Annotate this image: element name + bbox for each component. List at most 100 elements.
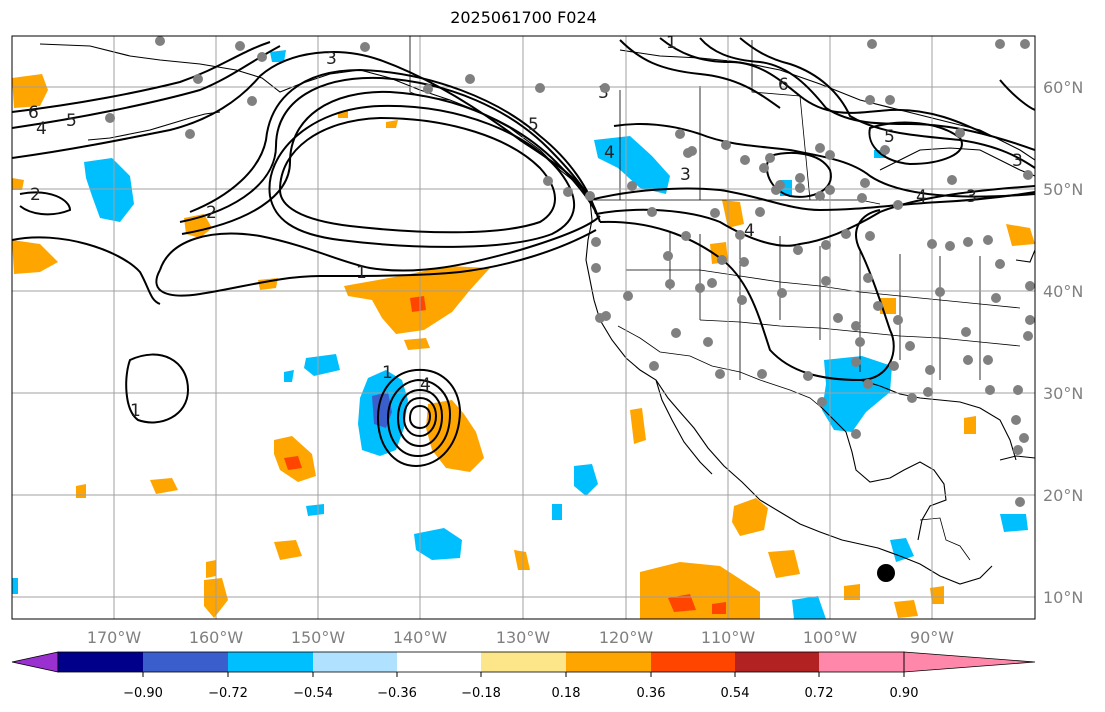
- station-marker: [675, 129, 685, 139]
- state-borders-horizontal: [626, 269, 1021, 347]
- contour-label: 5: [528, 115, 539, 135]
- shade-patch: [630, 408, 646, 444]
- hudson-bay: [879, 147, 1035, 177]
- contour-label: 3: [1012, 151, 1023, 171]
- shade-patch: [930, 586, 944, 604]
- shade-patch: [386, 120, 398, 128]
- station-marker: [423, 84, 433, 94]
- shade-patch: [274, 540, 302, 560]
- station-marker: [865, 231, 875, 241]
- lon-label: 110°W: [701, 628, 756, 647]
- station-marker: [963, 355, 973, 365]
- station-marker: [825, 185, 835, 195]
- station-marker: [771, 185, 781, 195]
- shade-patch: [270, 50, 286, 62]
- shade-patch: [12, 178, 24, 190]
- contour-line: [402, 396, 438, 438]
- contour-line: [159, 215, 601, 272]
- shade-patch: [822, 356, 892, 432]
- contour-label: 1: [382, 363, 393, 383]
- station-marker: [889, 361, 899, 371]
- map-title: 2025061700 F024: [450, 8, 597, 27]
- gulf-coast: [819, 405, 947, 541]
- lat-label: 20°N: [1043, 486, 1083, 505]
- gridlines: [12, 36, 1035, 619]
- contour-label: 1: [666, 33, 677, 53]
- station-marker: [851, 321, 861, 331]
- station-marker: [777, 288, 787, 298]
- colorbar-extend-left: [11, 651, 59, 673]
- lat-label: 50°N: [1043, 180, 1083, 199]
- shade-patch: [84, 158, 134, 222]
- station-marker: [795, 173, 805, 183]
- us-mexico-border: [617, 325, 823, 409]
- station-marker: [740, 155, 750, 165]
- station-marker: [623, 291, 633, 301]
- colorbar-segment: [228, 652, 313, 672]
- station-marker: [1013, 385, 1023, 395]
- shade-patch: [844, 584, 860, 600]
- station-marker: [855, 337, 865, 347]
- contour-label: 4: [604, 143, 615, 163]
- station-marker: [851, 429, 861, 439]
- shade-patch: [284, 370, 294, 382]
- colorbar-segment: [313, 652, 397, 672]
- contour-label: 4: [36, 119, 47, 139]
- contour-line: [12, 236, 161, 305]
- station-marker: [1023, 170, 1033, 180]
- shade-patch: [304, 354, 340, 376]
- station-marker: [803, 371, 813, 381]
- station-marker: [927, 239, 937, 249]
- colorbar-segment: [819, 652, 904, 672]
- colorbar-tick-label: 0.72: [805, 686, 834, 701]
- station-marker: [995, 39, 1005, 49]
- station-marker: [925, 365, 935, 375]
- baja-peninsula: [655, 379, 713, 475]
- station-marker: [535, 83, 545, 93]
- shade-patch: [514, 550, 530, 570]
- us-canada-border: [592, 199, 881, 205]
- station-marker: [817, 397, 827, 407]
- contour-line: [619, 39, 781, 109]
- colorbar-segment: [481, 652, 566, 672]
- station-marker: [105, 113, 115, 123]
- station-marker: [1011, 415, 1021, 425]
- colorbar-segment: [651, 652, 735, 672]
- station-marker: [863, 273, 873, 283]
- station-marker: [665, 279, 675, 289]
- colorbar-tick-label: 0.18: [552, 686, 581, 701]
- shade-patch: [12, 74, 48, 108]
- station-marker: [717, 255, 727, 265]
- contour-line: [12, 51, 591, 201]
- contour-label: 2: [206, 203, 217, 223]
- station-marker: [591, 263, 601, 273]
- colorbar-segment: [143, 652, 228, 672]
- shade-patch: [712, 602, 726, 614]
- station-marker: [715, 369, 725, 379]
- station-marker: [865, 95, 875, 105]
- station-marker: [681, 231, 691, 241]
- contour-label: 2: [30, 185, 41, 205]
- contour-line: [999, 79, 1035, 111]
- station-marker: [880, 145, 890, 155]
- station-marker: [185, 129, 195, 139]
- station-marker: [945, 241, 955, 251]
- station-marker: [1025, 281, 1035, 291]
- shade-patch: [964, 416, 976, 434]
- station-marker: [821, 240, 831, 250]
- shade-patch: [792, 596, 826, 619]
- station-marker: [793, 245, 803, 255]
- station-marker: [601, 311, 611, 321]
- station-marker: [247, 96, 257, 106]
- contour-label: 4: [916, 187, 927, 207]
- contour-label: 4: [744, 221, 755, 241]
- shade-patch: [372, 392, 392, 428]
- station-marker: [647, 207, 657, 217]
- shade-patch: [574, 464, 598, 496]
- station-marker: [707, 278, 717, 288]
- colorbar-tick-label: −0.18: [461, 686, 501, 701]
- station-marker: [591, 237, 601, 247]
- longitude-labels: 170°W 160°W 150°W 140°W 130°W 120°W 110°…: [87, 628, 954, 647]
- lat-label: 10°N: [1043, 588, 1083, 607]
- contour-line: [396, 388, 444, 448]
